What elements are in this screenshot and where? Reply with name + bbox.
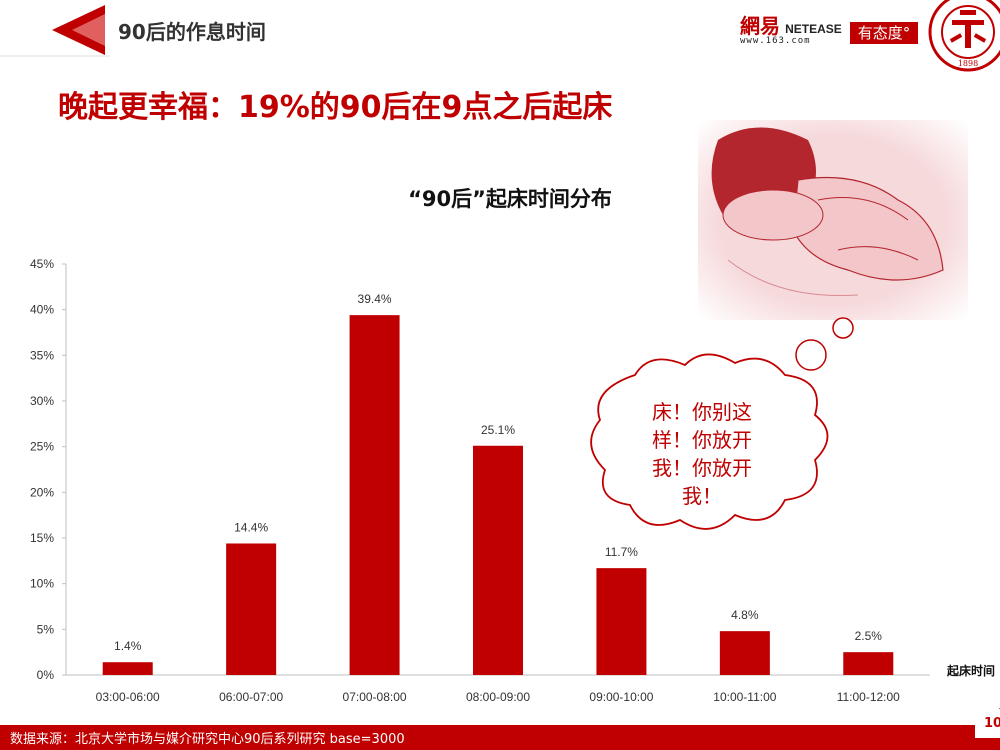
x-tick-label: 11:00-12:00 (837, 690, 900, 704)
y-tick-label: 30% (30, 394, 54, 408)
netease-logo-cn: 網易 (740, 14, 780, 38)
bar-value-label: 4.8% (731, 608, 759, 622)
y-tick-label: 35% (30, 348, 54, 362)
y-tick-label: 20% (30, 485, 54, 499)
netease-url: www.163.com (740, 36, 811, 46)
chart-title: “90后”起床时间分布 (408, 187, 612, 211)
bar (473, 445, 523, 675)
y-tick-label: 40% (30, 303, 54, 317)
pku-seal-icon: 1898 (928, 0, 1000, 72)
y-tick-label: 25% (30, 440, 54, 454)
section-title: 90后的作息时间 (118, 20, 266, 44)
thought-bubble (590, 317, 854, 530)
netease-logo: 網易 NETEASE www.163.com (740, 10, 850, 46)
x-tick-label: 10:00-11:00 (713, 690, 776, 704)
bar (226, 543, 277, 675)
pku-seal-year: 1898 (958, 59, 978, 68)
bar (596, 568, 647, 675)
bar-value-label: 14.4% (234, 520, 268, 534)
header-ribbon (0, 0, 110, 57)
bubble-line: 我！你放开 (652, 456, 752, 480)
bubble-text: 床！你别这 样！你放开 我！你放开 我！ (632, 398, 772, 510)
y-tick-label: 15% (30, 531, 54, 545)
page-number: 10 (984, 716, 1000, 731)
bubble-line: 床！你别这 (652, 400, 752, 424)
bar (349, 315, 400, 675)
x-tick-label: 06:00-07:00 (219, 690, 283, 704)
sleeping-illustration (698, 120, 968, 320)
x-tick-label: 03:00-06:00 (96, 690, 160, 704)
youtaidu-logo: 有态度° (850, 22, 918, 44)
x-tick-label: 09:00-10:00 (589, 690, 653, 704)
x-tick-label: 08:00-09:00 (466, 690, 530, 704)
footer-source: 数据来源：北京大学市场与媒介研究中心90后系列研究 base=3000 (10, 732, 405, 747)
y-tick-label: 45% (30, 257, 54, 271)
bubble-line: 我！ (682, 484, 722, 508)
bar (843, 652, 894, 675)
bar-value-label: 39.4% (358, 292, 392, 306)
y-tick-label: 10% (30, 577, 54, 591)
x-tick-label: 07:00-08:00 (343, 690, 407, 704)
bar (719, 631, 770, 675)
y-tick-label: 5% (37, 622, 55, 636)
page-heading: 晚起更幸福：19%的90后在9点之后起床 (58, 90, 613, 125)
bubble-line: 样！你放开 (652, 428, 752, 452)
x-axis-title: 起床时间 (946, 663, 995, 678)
netease-logo-en: NETEASE (785, 22, 842, 36)
bar-value-label: 25.1% (481, 423, 515, 437)
footer-bar (0, 725, 1000, 750)
bar (102, 662, 153, 675)
bar-value-label: 2.5% (855, 629, 883, 643)
bar-value-label: 1.4% (114, 639, 142, 653)
y-tick-label: 0% (37, 668, 55, 682)
